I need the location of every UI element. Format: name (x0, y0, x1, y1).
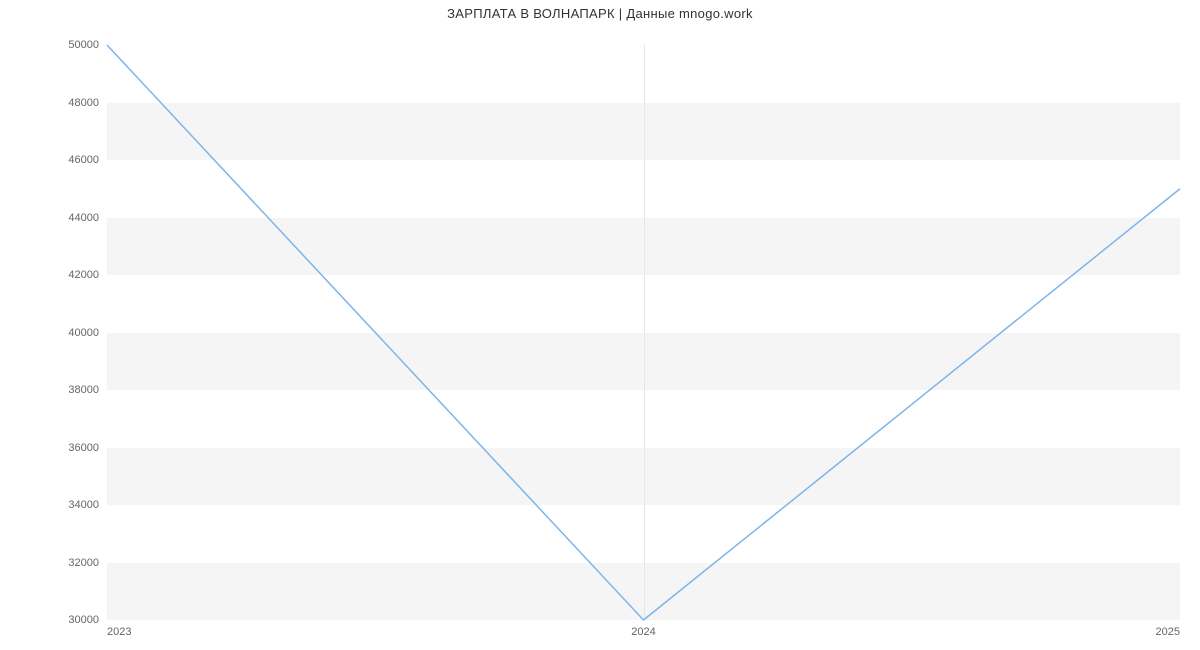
plot-area: 3000032000340003600038000400004200044000… (107, 45, 1180, 620)
y-tick-label: 42000 (68, 269, 107, 281)
y-tick-label: 50000 (68, 39, 107, 51)
salary-line-series (107, 45, 1180, 620)
salary-line-chart: ЗАРПЛАТА В ВОЛНАПАРК | Данные mnogo.work… (0, 0, 1200, 650)
x-tick-label: 2025 (1156, 620, 1180, 638)
y-tick-label: 46000 (68, 154, 107, 166)
y-tick-label: 40000 (68, 327, 107, 339)
line-svg-layer (107, 45, 1180, 620)
x-tick-label: 2024 (631, 620, 655, 638)
y-tick-label: 30000 (68, 614, 107, 626)
y-tick-label: 36000 (68, 442, 107, 454)
y-tick-label: 32000 (68, 557, 107, 569)
x-tick-label: 2023 (107, 620, 131, 638)
y-tick-label: 44000 (68, 212, 107, 224)
chart-title: ЗАРПЛАТА В ВОЛНАПАРК | Данные mnogo.work (0, 6, 1200, 21)
y-tick-label: 34000 (68, 499, 107, 511)
y-tick-label: 48000 (68, 97, 107, 109)
y-tick-label: 38000 (68, 384, 107, 396)
